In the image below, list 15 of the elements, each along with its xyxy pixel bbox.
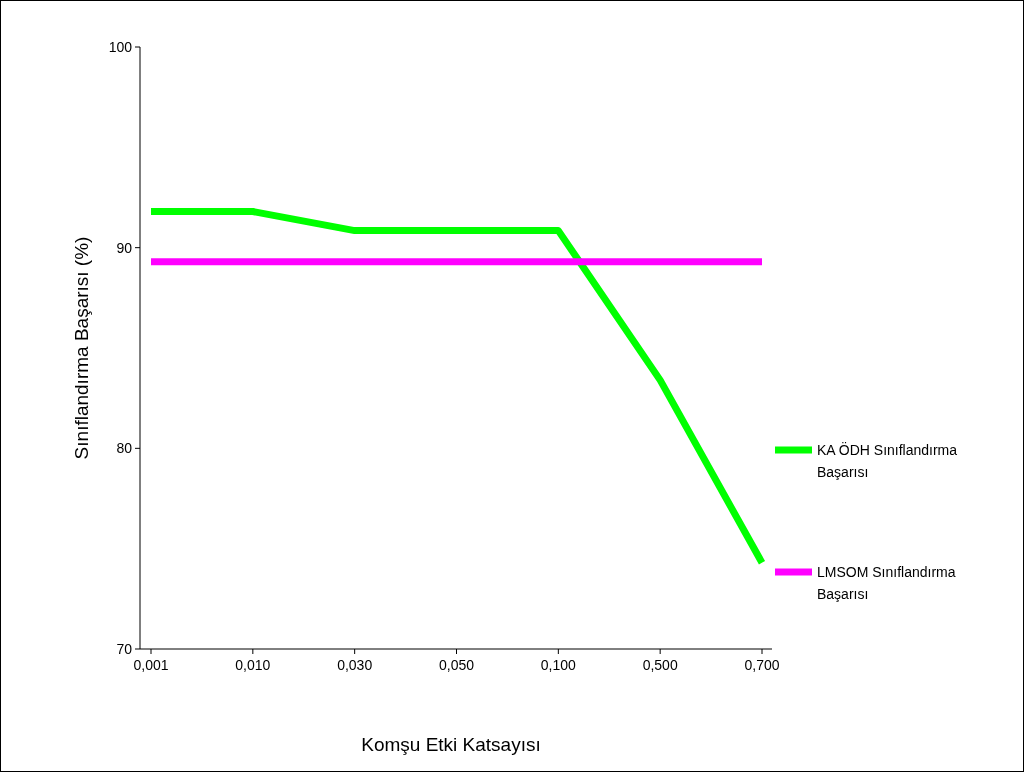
- x-tick-label: 0,030: [337, 657, 373, 673]
- x-tick-label: 0,100: [540, 657, 577, 673]
- y-axis-title: Sınıflandırma Başarısı (%): [71, 236, 92, 460]
- x-tick-label: 0,001: [133, 657, 169, 673]
- y-tick-label: 90: [116, 239, 133, 256]
- x-tick-label: 0,500: [642, 657, 678, 673]
- x-tick-label: 0,010: [235, 657, 271, 673]
- x-tick-label: 0,050: [438, 657, 475, 673]
- y-tick-label: 70: [116, 640, 133, 657]
- y-tick-label: 100: [108, 38, 133, 55]
- y-tick-label: 80: [116, 440, 133, 457]
- x-axis-title: Komşu Etki Katsayısı: [361, 734, 541, 755]
- legend-label: LMSOM Sınıflandırma Başarısı: [817, 564, 956, 602]
- legend-label: KA ÖDH Sınıflandırma Başarısı: [817, 441, 958, 480]
- x-tick-label: 0,700: [744, 657, 780, 673]
